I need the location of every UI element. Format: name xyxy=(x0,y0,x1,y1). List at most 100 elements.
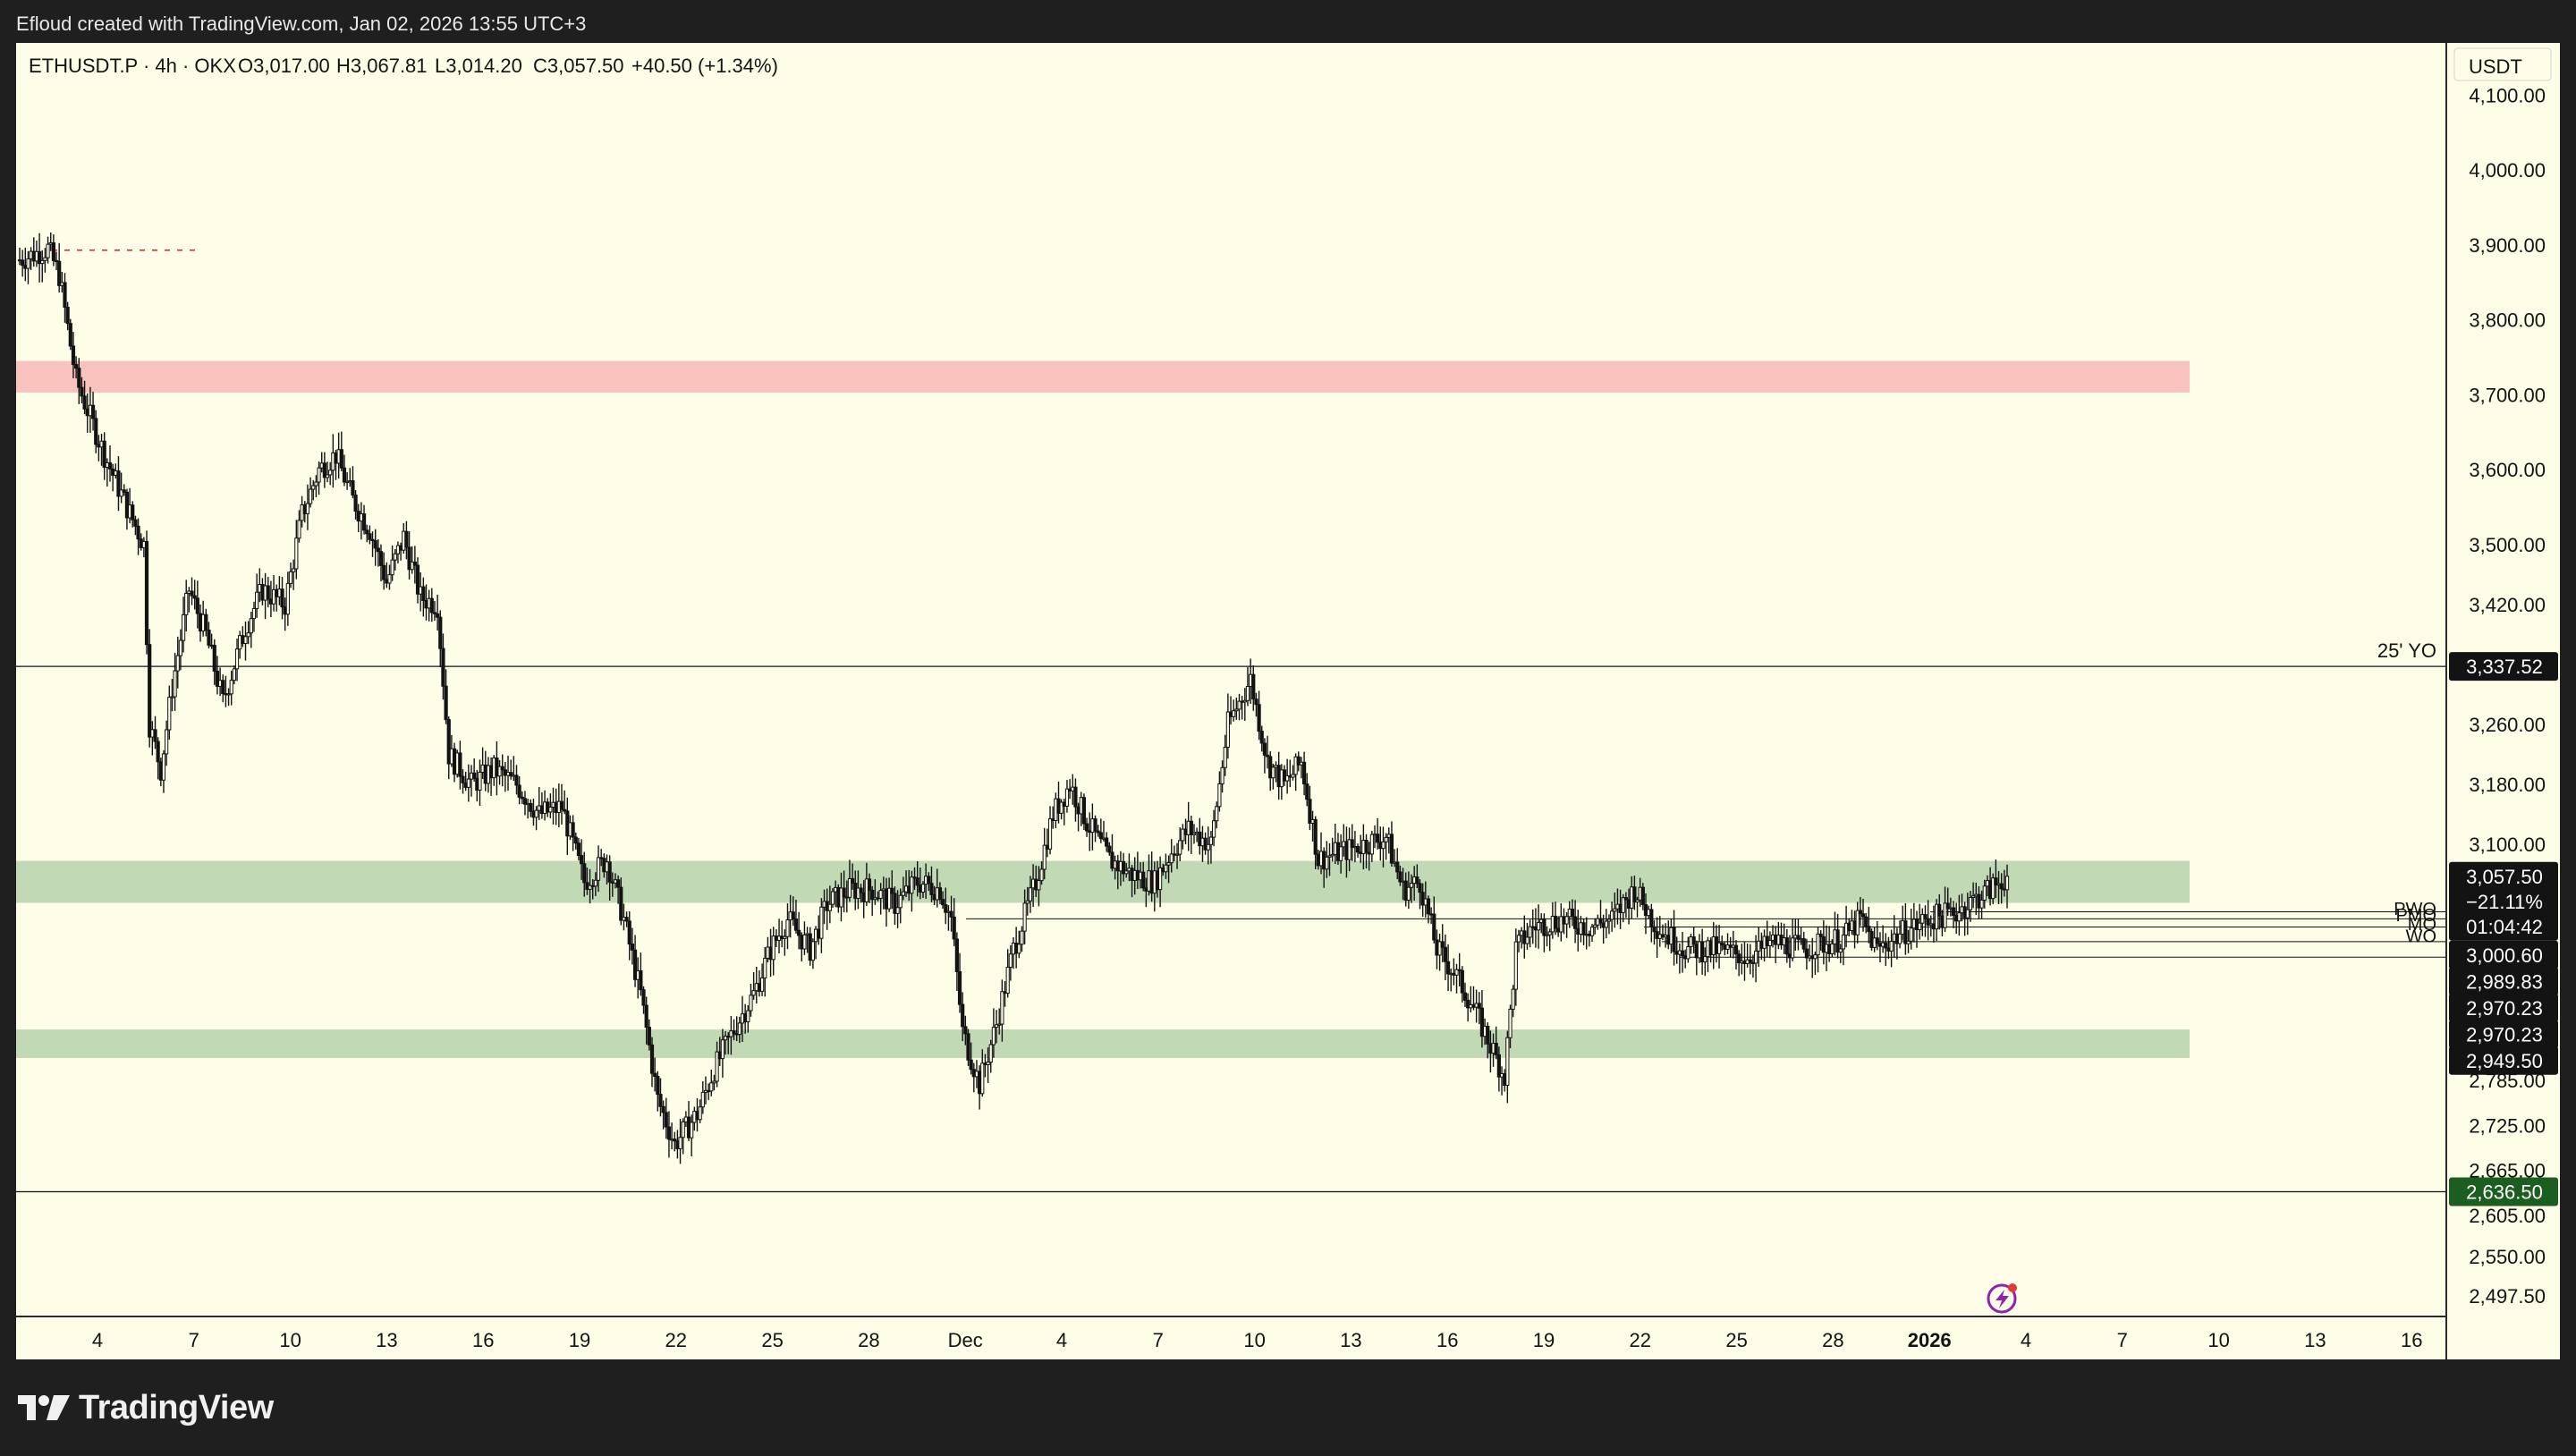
candle-body-up xyxy=(771,935,775,961)
candle xyxy=(497,759,502,785)
candle xyxy=(178,629,183,671)
candle xyxy=(322,452,326,488)
candle-body-down xyxy=(915,877,919,886)
candle-body-up xyxy=(1610,910,1614,920)
candle-body-up xyxy=(596,857,601,881)
candle xyxy=(596,845,601,893)
candle xyxy=(915,861,919,897)
candle-body-up xyxy=(292,568,296,572)
candle xyxy=(221,674,225,703)
candle-body-up xyxy=(847,877,852,898)
candle-body-up xyxy=(723,1036,728,1041)
candle-body-up xyxy=(1174,853,1180,856)
candle xyxy=(1818,930,1823,952)
candle-body-down xyxy=(639,969,643,991)
candle-body-up xyxy=(325,474,330,478)
candle xyxy=(1733,939,1739,969)
candle xyxy=(1047,806,1053,855)
candle xyxy=(1098,818,1103,843)
candle-body-up xyxy=(1589,927,1595,936)
candle-body-down xyxy=(793,918,799,931)
candle xyxy=(1536,904,1541,949)
candle-body-down xyxy=(207,629,211,646)
x-tick-label-3: 13 xyxy=(376,1329,397,1351)
candle xyxy=(119,472,123,504)
time-axis[interactable]: 4 7 10 13 16 19 22 25 28 Dec 4 7 10 13 16 19 22 25 28 2026 4… xyxy=(92,1329,2423,1351)
x-tick-label-6: 22 xyxy=(665,1329,687,1351)
candle xyxy=(867,873,872,903)
candle xyxy=(1991,873,1996,904)
candle-body-down xyxy=(1426,898,1431,915)
candle-body-up xyxy=(1285,775,1290,782)
candle xyxy=(1700,928,1705,975)
candle-body-up xyxy=(1234,708,1239,712)
candle xyxy=(234,638,240,681)
candle-body-down xyxy=(51,242,55,261)
currency-selector[interactable]: USDT xyxy=(2453,47,2552,81)
candle-body-down xyxy=(1720,942,1724,946)
candle-body-down xyxy=(1107,845,1112,853)
candle-body-up xyxy=(709,1082,714,1092)
candle-body-up xyxy=(1979,899,1984,909)
candle-body-down xyxy=(649,1044,655,1074)
candle-body-up xyxy=(898,894,902,909)
candle xyxy=(1265,735,1270,769)
candle-body-down xyxy=(1923,914,1928,919)
candle xyxy=(1720,935,1724,952)
candle xyxy=(839,872,843,922)
candle xyxy=(571,815,575,851)
candle-body-down xyxy=(1462,992,1468,1001)
candle xyxy=(759,963,765,996)
lightning-icon[interactable] xyxy=(1987,1283,2017,1314)
y-tick-label-5: 3,600.00 xyxy=(2469,459,2546,481)
candle-body-down xyxy=(446,719,451,765)
level-label-pwo: PWO xyxy=(2394,900,2436,919)
candle-body-up xyxy=(1225,711,1230,748)
candle-body-up xyxy=(678,1137,682,1149)
y-tick-label-6: 3,500.00 xyxy=(2469,534,2546,556)
chart-frame[interactable]: 25' YO PWO PMO MO WO 4,100.00 4,000.00 3,900.0… xyxy=(16,43,2560,1359)
candle xyxy=(1189,815,1193,854)
candle xyxy=(82,380,87,415)
candle xyxy=(1830,939,1835,958)
candle xyxy=(74,356,79,379)
candle xyxy=(1025,886,1030,916)
candle-body-up xyxy=(251,607,257,620)
candle xyxy=(802,921,807,955)
chart-caption: Efloud created with TradingView.com, Jan… xyxy=(16,13,587,35)
candle-body-up xyxy=(690,1122,694,1139)
candle-body-up xyxy=(715,1051,719,1082)
x-tick-label-18: 28 xyxy=(1822,1329,1843,1351)
candle xyxy=(949,895,953,932)
candle-body-down xyxy=(1257,704,1261,732)
candle-body-down xyxy=(1680,950,1685,957)
candle-body-up xyxy=(2004,876,2010,891)
candle-body-up xyxy=(1325,856,1329,870)
candle-body-down xyxy=(842,887,846,898)
candle-body-down xyxy=(1864,916,1868,927)
candle xyxy=(80,377,84,404)
candle-body-up xyxy=(1245,686,1250,701)
candle-body-up xyxy=(1547,931,1552,935)
candle xyxy=(920,881,926,898)
candle-body-down xyxy=(1141,871,1146,889)
candle-body-down xyxy=(339,449,343,469)
candle xyxy=(390,546,394,581)
candle-body-down xyxy=(1259,731,1264,744)
candle-body-down xyxy=(74,364,79,369)
candle-body-down xyxy=(368,533,372,540)
x-tick-label-16: 22 xyxy=(1630,1329,1651,1351)
candle-body-up xyxy=(410,561,414,571)
candle-body-down xyxy=(940,899,945,906)
badge-yearly-open: 3,337.52 xyxy=(2449,652,2558,681)
currency-label[interactable]: USDT xyxy=(2469,55,2522,78)
candle-body-down xyxy=(1262,742,1267,756)
candle xyxy=(901,876,906,901)
candle-body-down xyxy=(1640,886,1645,905)
candle-body-down xyxy=(407,546,411,571)
candle-body-down xyxy=(1691,936,1696,945)
candle xyxy=(1903,902,1908,955)
candle xyxy=(1285,758,1290,794)
candle xyxy=(991,1008,996,1058)
